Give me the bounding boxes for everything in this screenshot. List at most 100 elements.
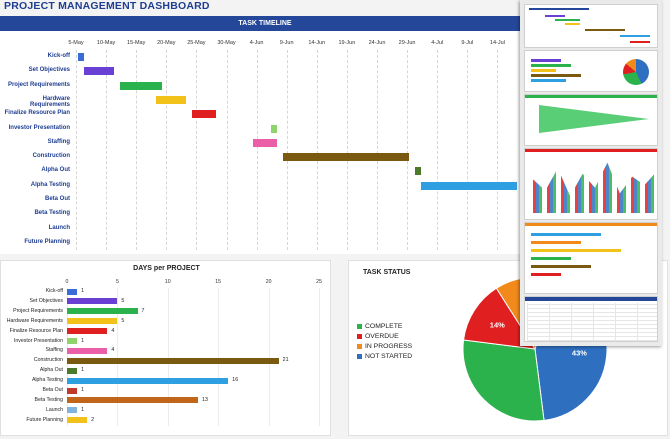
legend-label: NOT STARTED	[365, 353, 413, 360]
dpp-category-label: Investor Presentation	[13, 337, 63, 344]
timeline-gridline	[316, 50, 318, 250]
timeline-date-label: 15-May	[127, 40, 146, 46]
timeline-task-label: Alpha Out	[41, 167, 70, 174]
status-legend-item: IN PROGRESS	[357, 343, 412, 350]
timeline-gridline	[196, 50, 198, 250]
dpp-category-label: Finalize Resource Plan	[9, 327, 63, 334]
thumbnail-table[interactable]	[524, 296, 658, 342]
timeline-date-label: 4-Jun	[249, 40, 264, 46]
legend-label: OVERDUE	[365, 333, 399, 340]
dpp-value-label: 5	[121, 297, 125, 304]
timeline-task-label: Investor Presentation	[8, 124, 70, 131]
timeline-task-label: Set Objectives	[28, 67, 70, 74]
timeline-date-label: 29-Jun	[398, 40, 416, 46]
dpp-value-label: 7	[141, 307, 145, 314]
timeline-task-label: Beta Testing	[34, 210, 70, 217]
dpp-category-label: Alpha Testing	[31, 377, 63, 384]
timeline-date-label: 9-Jun	[279, 40, 294, 46]
dpp-gridline	[218, 288, 220, 426]
dpp-tick-label: 20	[265, 279, 272, 285]
timeline-bar	[78, 53, 85, 61]
timeline-task-label: Kick-off	[47, 53, 70, 59]
timeline-gridline	[286, 50, 288, 250]
dpp-bar	[67, 338, 78, 344]
pie-value-label: 43%	[572, 349, 587, 358]
dpp-gridline	[268, 288, 270, 426]
dpp-category-label: Beta Out	[42, 387, 63, 393]
dpp-bar	[67, 308, 138, 315]
legend-swatch	[357, 353, 362, 359]
timeline-bar	[415, 167, 422, 176]
status-legend-item: OVERDUE	[357, 333, 412, 340]
thumbnail-dashboard-charts[interactable]	[524, 50, 658, 92]
timeline-task-label: Alpha Testing	[30, 181, 70, 188]
timeline-gridline	[226, 50, 228, 250]
template-preview-thumbnails[interactable]	[520, 0, 662, 346]
task-timeline-panel: TASK TIMELINE 5-May 10-May 15-May 20-May 25-…	[0, 16, 530, 254]
dpp-gridline	[67, 288, 68, 426]
dpp-bar	[67, 328, 108, 335]
timeline-date-label: 5-May	[68, 40, 84, 46]
timeline-gridline	[437, 50, 439, 250]
dpp-category-label: Set Objectives	[29, 297, 63, 304]
dpp-tick-label: 25	[316, 279, 322, 285]
thumbnail-timeline[interactable]	[524, 4, 658, 48]
dpp-category-label: Construction	[33, 357, 63, 364]
legend-swatch	[357, 323, 362, 329]
timeline-gridline	[136, 50, 138, 250]
timeline-task-label: Project Requirements	[7, 81, 70, 88]
dpp-tick-label: 10	[164, 279, 171, 285]
pie-value-label: 14%	[490, 321, 505, 330]
thumbnail-bar-chart[interactable]	[524, 148, 658, 220]
dpp-bar	[67, 298, 118, 305]
dpp-category-label: Hardware Requirements	[6, 317, 63, 324]
dpp-category-label: Beta Testing	[34, 396, 63, 403]
dpp-category-label: Launch	[45, 406, 63, 413]
timeline-task-label: Finalize Resource Plan	[4, 110, 70, 117]
timeline-bar	[282, 153, 410, 162]
timeline-bar	[156, 95, 187, 104]
dpp-bar	[67, 407, 78, 414]
dpp-value-label: 1	[81, 288, 85, 294]
timeline-gridline	[497, 50, 499, 250]
task-timeline-header: TASK TIMELINE	[0, 16, 530, 31]
dpp-value-label: 4	[111, 347, 115, 354]
timeline-date-label: 24-Jun	[368, 40, 386, 46]
pie-slice	[463, 287, 536, 350]
dpp-value-label: 16	[232, 377, 239, 384]
timeline-date-label: 20-May	[157, 40, 176, 46]
timeline-task-label: Future Planning	[24, 238, 70, 245]
dpp-bar	[67, 347, 108, 354]
dpp-value-label: 21	[282, 357, 289, 364]
dpp-value-label: 1	[81, 387, 85, 393]
dpp-value-label: 5	[121, 317, 125, 324]
timeline-date-label: 14-Jul	[489, 40, 505, 46]
timeline-date-label: 30-May	[217, 40, 236, 46]
thumbnail-3d-chart[interactable]	[524, 94, 658, 146]
timeline-gridline	[346, 50, 348, 250]
dpp-value-label: 1	[81, 367, 85, 374]
dpp-category-label: Alpha Out	[39, 367, 63, 374]
dpp-gridline	[319, 288, 320, 426]
timeline-bar	[120, 81, 163, 90]
legend-label: COMPLETE	[365, 323, 403, 330]
dpp-category-label: Project Requirements	[13, 307, 63, 314]
dpp-tick-label: 0	[65, 279, 69, 285]
pie-slice	[462, 339, 545, 422]
timeline-bar	[270, 124, 277, 133]
timeline-bar	[84, 67, 115, 76]
status-legend-item: NOT STARTED	[357, 353, 412, 360]
timeline-date-label: 25-May	[187, 40, 206, 46]
timeline-bar	[252, 138, 277, 147]
dpp-gridline	[167, 288, 169, 426]
thumbnail-status-chart[interactable]	[524, 222, 658, 294]
dpp-tick-label: 15	[215, 279, 222, 285]
timeline-task-label: Launch	[48, 224, 70, 231]
legend-swatch	[357, 343, 362, 349]
task-status-legend: COMPLETE OVERDUE IN PROGRESS NOT STARTED	[357, 323, 412, 363]
timeline-gridline	[106, 50, 108, 250]
timeline-date-label: 9-Jul	[461, 40, 474, 46]
dpp-value-label: 1	[81, 406, 85, 413]
dpp-category-label: Staffing	[45, 347, 64, 354]
days-per-project-panel: DAYS per PROJECT 0 5 10 15 20 25 Kick-off 1 Set …	[0, 260, 331, 436]
